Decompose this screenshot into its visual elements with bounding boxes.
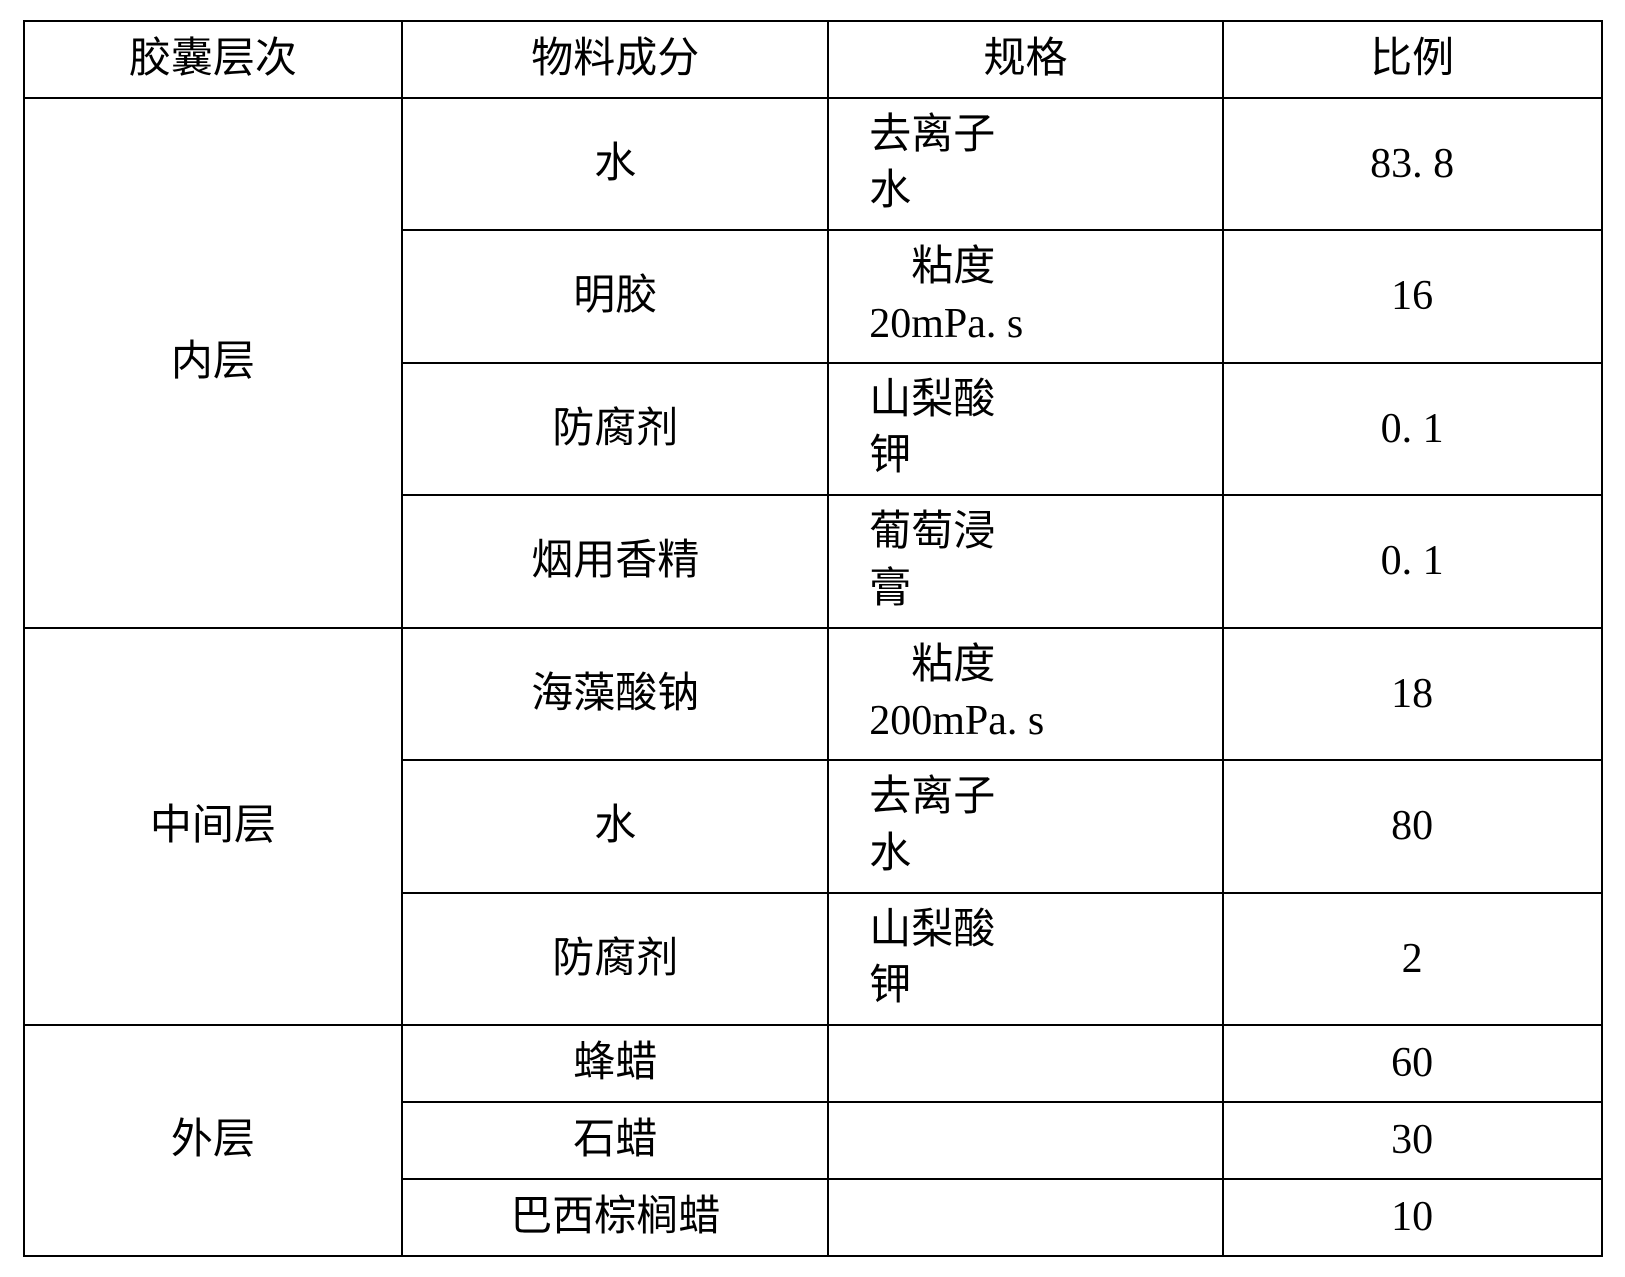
material-cell: 防腐剂 xyxy=(402,893,828,1025)
spec-line1: 去离子 xyxy=(869,774,995,820)
spec-line1: 葡萄浸 xyxy=(869,509,995,555)
spec-line1: 山梨酸 xyxy=(869,377,995,423)
ratio-cell: 0. 1 xyxy=(1223,495,1602,627)
spec-cell: 粘度 20mPa. s xyxy=(828,230,1223,362)
material-cell: 水 xyxy=(402,760,828,892)
ratio-cell: 83. 8 xyxy=(1223,98,1602,230)
spec-cell xyxy=(828,1025,1223,1102)
spec-cell xyxy=(828,1102,1223,1179)
material-cell: 海藻酸钠 xyxy=(402,628,828,760)
spec-cell: 粘度 200mPa. s xyxy=(828,628,1223,760)
spec-line2: 200mPa. s xyxy=(869,698,1044,744)
ratio-cell: 60 xyxy=(1223,1025,1602,1102)
spec-line1: 山梨酸 xyxy=(869,907,995,953)
material-cell: 蜂蜡 xyxy=(402,1025,828,1102)
spec-line2: 膏 xyxy=(869,566,911,612)
table-row: 内层 水 去离子 水 83. 8 xyxy=(24,98,1602,230)
material-cell: 明胶 xyxy=(402,230,828,362)
material-cell: 水 xyxy=(402,98,828,230)
layer-cell: 内层 xyxy=(24,98,403,628)
capsule-composition-table: 胶囊层次 物料成分 规格 比例 内层 水 去离子 水 83. 8 明胶 粘度 xyxy=(23,20,1603,1257)
spec-cell: 葡萄浸 膏 xyxy=(828,495,1223,627)
spec-line2: 20mPa. s xyxy=(869,301,1023,347)
material-cell: 防腐剂 xyxy=(402,363,828,495)
material-cell: 巴西棕榈蜡 xyxy=(402,1179,828,1256)
layer-cell: 中间层 xyxy=(24,628,403,1025)
material-cell: 石蜡 xyxy=(402,1102,828,1179)
spec-line1: 粘度 xyxy=(869,244,995,290)
ratio-cell: 0. 1 xyxy=(1223,363,1602,495)
spec-cell: 山梨酸 钾 xyxy=(828,893,1223,1025)
spec-line2: 钾 xyxy=(869,963,911,1009)
material-cell: 烟用香精 xyxy=(402,495,828,627)
spec-line1: 粘度 xyxy=(869,642,995,688)
header-spec: 规格 xyxy=(828,21,1223,98)
header-ratio: 比例 xyxy=(1223,21,1602,98)
spec-line1: 去离子 xyxy=(869,112,995,158)
header-layer: 胶囊层次 xyxy=(24,21,403,98)
ratio-cell: 18 xyxy=(1223,628,1602,760)
layer-cell: 外层 xyxy=(24,1025,403,1255)
spec-line2: 水 xyxy=(869,831,911,877)
ratio-cell: 10 xyxy=(1223,1179,1602,1256)
spec-cell: 去离子 水 xyxy=(828,98,1223,230)
spec-cell: 去离子 水 xyxy=(828,760,1223,892)
spec-cell xyxy=(828,1179,1223,1256)
header-material: 物料成分 xyxy=(402,21,828,98)
table-row: 中间层 海藻酸钠 粘度 200mPa. s 18 xyxy=(24,628,1602,760)
ratio-cell: 30 xyxy=(1223,1102,1602,1179)
ratio-cell: 2 xyxy=(1223,893,1602,1025)
ratio-cell: 80 xyxy=(1223,760,1602,892)
spec-line2: 水 xyxy=(869,168,911,214)
spec-line2: 钾 xyxy=(869,433,911,479)
spec-cell: 山梨酸 钾 xyxy=(828,363,1223,495)
table-row: 外层 蜂蜡 60 xyxy=(24,1025,1602,1102)
table-header-row: 胶囊层次 物料成分 规格 比例 xyxy=(24,21,1602,98)
ratio-cell: 16 xyxy=(1223,230,1602,362)
